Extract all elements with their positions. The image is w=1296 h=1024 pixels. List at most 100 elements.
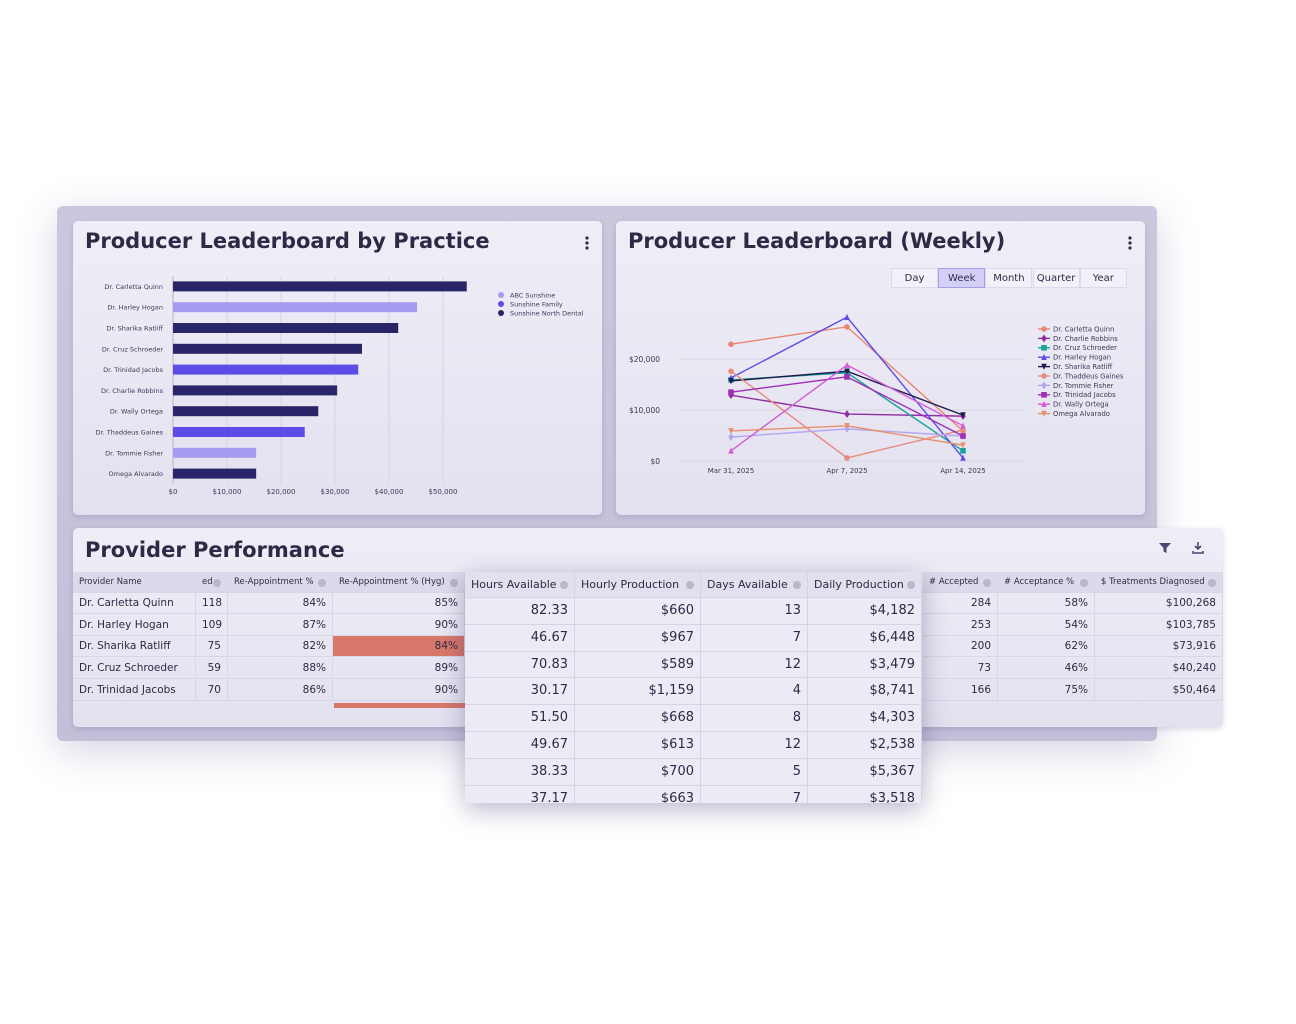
column-header: Daily Production: [808, 572, 922, 598]
table-cell: $1,159: [575, 678, 701, 706]
table-cell: $967: [575, 624, 701, 652]
table-cell: $2,538: [808, 732, 922, 759]
x-tick-label: $40,000: [375, 488, 404, 496]
column-header: $ Treatments Diagnosed: [1095, 572, 1223, 593]
legend-label: Dr. Sharika Ratliff: [1053, 363, 1113, 371]
marker: [728, 368, 734, 375]
menu-icon[interactable]: [1127, 235, 1133, 251]
card-title: Producer Leaderboard by Practice: [85, 229, 490, 253]
table-cell: 7: [701, 785, 808, 803]
bar: [173, 364, 359, 375]
provider-name: Dr. Carletta Quinn: [73, 593, 196, 614]
table-cell: 166: [923, 679, 998, 701]
menu-icon[interactable]: [584, 235, 590, 251]
table-cell: 82.33: [465, 598, 575, 625]
marker: [844, 423, 850, 430]
legend-label: Dr. Carletta Quinn: [1053, 325, 1114, 333]
column-header: ed: [196, 572, 228, 593]
marker: [1041, 381, 1047, 390]
table-cell: 62%: [998, 636, 1095, 658]
period-button[interactable]: Year: [1079, 268, 1127, 288]
filter-icon[interactable]: [1158, 542, 1172, 554]
table-cell: 59: [196, 658, 228, 680]
table-cell: $6,448: [808, 624, 922, 652]
marker: [844, 361, 850, 368]
table-cell: $589: [575, 651, 701, 679]
table-cell: 13: [701, 598, 808, 625]
table-cell: 90%: [333, 614, 465, 636]
marker: [728, 433, 734, 441]
y-tick-label: Dr. Harley Hogan: [107, 304, 163, 312]
table-cell: 109: [196, 614, 228, 636]
column-header: Hourly Production: [575, 572, 701, 598]
table-cell: $4,303: [808, 705, 922, 732]
bar: [173, 302, 418, 313]
y-tick-label: Dr. Sharika Ratliff: [106, 325, 163, 333]
legend-label: Dr. Tommie Fisher: [1053, 382, 1114, 390]
provider-name: Dr. Harley Hogan: [73, 614, 196, 636]
table-cell: $3,479: [808, 651, 922, 679]
info-icon: [318, 579, 326, 587]
bar: [173, 447, 257, 458]
table-cell: $663: [575, 785, 701, 803]
table-cell: $4,182: [808, 598, 922, 625]
table-cell: 49.67: [465, 732, 575, 759]
info-icon: [1080, 579, 1088, 587]
table-cell: $668: [575, 705, 701, 732]
table-cell: 46%: [998, 658, 1095, 680]
table-cell: $700: [575, 758, 701, 786]
marker: [844, 410, 850, 418]
marker: [1041, 345, 1047, 351]
period-button[interactable]: Month: [985, 268, 1033, 288]
legend-label: Dr. Trinidad Jacobs: [1053, 391, 1116, 399]
overlay-table: Hours Available Hourly Production Days Ava…: [465, 572, 922, 803]
x-tick-label: Mar 31, 2025: [708, 467, 755, 475]
marker: [1041, 400, 1047, 407]
x-tick-label: $30,000: [321, 488, 350, 496]
column-header: Re-Appointment % (Hyg): [333, 572, 465, 593]
column-header: # Accepted: [923, 572, 998, 593]
marker: [960, 442, 966, 449]
x-tick-label: $20,000: [267, 488, 296, 496]
card-title: Producer Leaderboard (Weekly): [628, 229, 1006, 253]
period-button[interactable]: Day: [891, 268, 938, 288]
legend-label: Dr. Charlie Robbins: [1053, 335, 1118, 343]
legend-label: Dr. Wally Ortega: [1053, 401, 1109, 409]
y-tick-label: Dr. Trinidad Jacobs: [103, 366, 164, 374]
column-header: Days Available: [701, 572, 808, 598]
legend-label: Omega Alvarado: [1053, 410, 1110, 418]
y-tick-label: Dr. Wally Ortega: [110, 408, 163, 416]
info-icon: [793, 581, 801, 589]
table-cell: 70: [196, 679, 228, 701]
marker: [960, 412, 966, 419]
legend-swatch: [498, 310, 504, 316]
card-title: Provider Performance: [85, 538, 345, 562]
table-cell: $3,518: [808, 785, 922, 803]
marker: [1041, 353, 1047, 360]
table-cell: $8,741: [808, 678, 922, 706]
y-tick-label: Dr. Cruz Schroeder: [102, 345, 163, 353]
table-cell: 118: [196, 593, 228, 614]
table-cell: 85%: [333, 593, 465, 614]
x-tick-label: Apr 14, 2025: [940, 467, 986, 475]
provider-name: Dr. Cruz Schroeder: [73, 658, 196, 680]
y-tick-label: $20,000: [629, 355, 660, 364]
marker: [1041, 334, 1047, 343]
table-cell: 284: [923, 593, 998, 614]
table-cell: 46.67: [465, 624, 575, 652]
table-cell: 7: [701, 624, 808, 652]
legend-label: Sunshine Family: [510, 300, 563, 308]
table-cell: 200: [923, 636, 998, 658]
period-button[interactable]: Week: [938, 268, 986, 288]
marker: [960, 422, 966, 429]
period-button[interactable]: Quarter: [1032, 268, 1080, 288]
marker: [1041, 373, 1047, 379]
marker: [844, 455, 850, 461]
legend-label: Dr. Harley Hogan: [1053, 354, 1111, 362]
download-icon[interactable]: [1191, 541, 1205, 555]
x-tick-label: Apr 7, 2025: [826, 467, 867, 475]
table-cell: 54%: [998, 614, 1095, 636]
column-header: Re-Appointment %: [228, 572, 333, 593]
marker: [728, 428, 734, 435]
